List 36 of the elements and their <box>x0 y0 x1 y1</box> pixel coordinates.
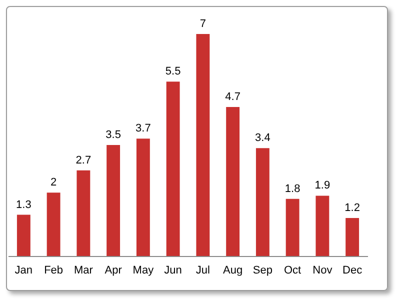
data-label: 5.5 <box>165 66 181 78</box>
bar <box>316 196 330 256</box>
x-tick-label: Nov <box>312 264 333 276</box>
bar <box>106 145 120 256</box>
bar <box>286 198 300 256</box>
bar <box>136 138 150 256</box>
data-label: 2.7 <box>76 154 92 166</box>
x-tick-label: Apr <box>104 264 122 276</box>
data-label: 7 <box>200 18 206 30</box>
bar <box>226 106 240 256</box>
bar <box>76 170 90 256</box>
x-tick-label: Jul <box>196 264 210 276</box>
bar <box>166 82 180 256</box>
x-tick-label: Jan <box>14 264 33 276</box>
bar <box>346 218 360 256</box>
x-tick-label: Jun <box>164 264 182 276</box>
data-label: 1.3 <box>16 198 32 211</box>
data-label: 4.7 <box>225 90 240 103</box>
x-tick-label: Aug <box>223 264 243 276</box>
data-label: 3.5 <box>106 129 121 141</box>
x-tick-label: Feb <box>44 264 64 276</box>
x-tick-label: May <box>132 264 154 276</box>
x-tick-label: Sep <box>252 264 272 276</box>
data-label: 3.7 <box>136 122 151 135</box>
x-tick-label: Mar <box>74 264 94 276</box>
bar <box>46 192 60 256</box>
bar <box>256 148 270 256</box>
data-label: 1.9 <box>314 180 330 192</box>
data-label: 2 <box>50 176 57 189</box>
bar <box>196 34 210 256</box>
data-label: 3.4 <box>255 132 270 144</box>
data-label: 1.8 <box>284 182 300 195</box>
bar <box>16 214 30 256</box>
x-tick-label: Dec <box>342 264 363 276</box>
data-label: 1.2 <box>344 202 360 214</box>
x-tick-label: Oct <box>284 264 302 276</box>
